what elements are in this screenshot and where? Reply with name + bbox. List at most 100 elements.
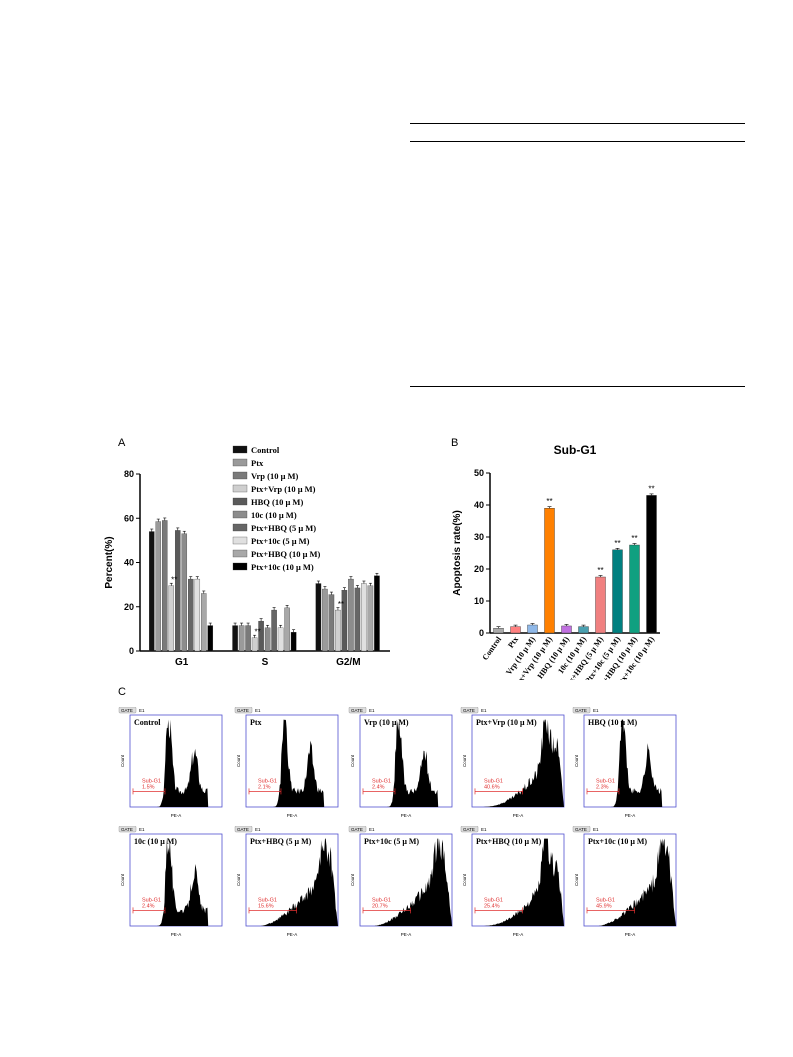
gate-label: GATE (575, 708, 587, 713)
y-axis-label: Count (350, 873, 355, 886)
histogram-fill (246, 838, 338, 926)
bar (277, 627, 284, 652)
legend-label: Control (251, 445, 280, 455)
gate-tag (234, 826, 253, 833)
bar (367, 585, 374, 652)
y-axis-label: Percent(%) (104, 536, 115, 588)
sample-label: Ptx+HBQ (10 μ M) (476, 837, 542, 846)
sub-g1-percent: 15.6% (258, 903, 274, 909)
bar (271, 609, 277, 652)
sub-g1-percent: 25.4% (484, 903, 500, 909)
x-axis-label: PE-A (625, 813, 636, 818)
sub-g1-percent: 20.7% (372, 903, 388, 909)
gate-tag (118, 707, 137, 714)
bar (162, 520, 168, 652)
y-axis-label: Count (574, 873, 579, 886)
histogram-panel: GATE E1 10c (10 μ M) Sub-G12.4% Count PE-A (118, 826, 223, 937)
sub-g1-name: Sub-G1 (484, 897, 503, 903)
gate-label: GATE (351, 827, 363, 832)
sample-label: Ptx+10c (5 μ M) (364, 837, 419, 846)
gate-value: E1 (139, 827, 145, 832)
gate-tag (348, 707, 367, 714)
bar (290, 632, 297, 652)
bar (374, 575, 380, 652)
significance-label: ** (597, 566, 603, 575)
bar (194, 578, 201, 652)
gate-label: GATE (463, 827, 475, 832)
histogram-panel: GATE E1 Control Sub-G11.5% Count PE-A (118, 707, 223, 818)
bar (544, 507, 555, 634)
sample-label: Ptx+Vrp (10 μ M) (476, 718, 537, 727)
histogram-panel: GATE E1 Vrp (10 μ M) Sub-G12.4% Count PE-A (348, 707, 453, 818)
histogram-fill (584, 838, 676, 926)
sample-label: Ptx+10c (10 μ M) (588, 837, 647, 846)
legend-swatch (232, 549, 248, 558)
bar (251, 637, 258, 652)
gate-value: E1 (481, 827, 487, 832)
bar (201, 593, 207, 652)
bar (315, 583, 322, 652)
bar (181, 533, 188, 652)
legend-label: Ptx+10c (10 μ M) (251, 562, 314, 572)
category-label: G2/M (336, 657, 360, 668)
legend-label: Ptx+HBQ (5 μ M) (251, 523, 316, 533)
histogram-panel: GATE E1 HBQ (10 μ M) Sub-G12.3% Count PE-A (572, 707, 677, 818)
bar (354, 587, 361, 652)
y-axis-label: Count (236, 873, 241, 886)
bar (578, 626, 589, 634)
sub-g1-name: Sub-G1 (258, 778, 277, 784)
gate-label: GATE (351, 708, 363, 713)
x-axis-label: PE-A (513, 813, 524, 818)
bar (168, 585, 175, 652)
gate-label: GATE (237, 827, 249, 832)
histogram-fill (360, 719, 452, 807)
x-axis-label: PE-A (513, 932, 524, 937)
y-axis-label: Count (120, 754, 125, 767)
gate-label: GATE (121, 708, 133, 713)
bar (328, 594, 335, 652)
bar (238, 625, 245, 652)
gate-label: GATE (463, 708, 475, 713)
x-axis-label: PE-A (401, 813, 412, 818)
bar (361, 583, 367, 652)
bar (595, 576, 606, 634)
sub-g1-name: Sub-G1 (372, 897, 391, 903)
significance-label: ** (614, 539, 620, 548)
legend-label: Ptx+HBQ (10 μ M) (251, 549, 321, 559)
histogram-fill (360, 838, 452, 926)
histogram-fill (130, 838, 222, 926)
histogram-panel: GATE E1 Ptx Sub-G12.1% Count PE-A (234, 707, 339, 818)
legend-swatch (232, 562, 248, 571)
legend-swatch (232, 445, 248, 454)
table-bottom-rule (410, 386, 745, 387)
sample-label: HBQ (10 μ M) (588, 718, 638, 727)
category-label: Control (481, 634, 504, 662)
sample-label: Ptx (250, 718, 262, 727)
histogram-fill (472, 719, 564, 807)
y-tick-label: 0 (129, 646, 134, 656)
bar (561, 625, 572, 634)
table-header-rule (410, 141, 745, 142)
sub-g1-percent: 2.1% (258, 784, 271, 790)
sub-g1-name: Sub-G1 (484, 778, 503, 784)
bar (207, 625, 214, 652)
bar (149, 531, 155, 652)
legend-label: Ptx (251, 458, 264, 468)
category-label: S (262, 657, 269, 668)
panel-label-c: C (118, 686, 126, 698)
histogram-fill (472, 838, 564, 926)
gate-tag (572, 826, 591, 833)
bar (264, 627, 271, 652)
gate-value: E1 (255, 708, 261, 713)
legend-swatch (232, 471, 248, 480)
x-axis-label: PE-A (401, 932, 412, 937)
bar (348, 578, 354, 652)
category-label: Ptx (506, 635, 520, 650)
sample-label: Ptx+HBQ (5 μ M) (250, 837, 312, 846)
significance-label: ** (546, 497, 552, 506)
gate-value: E1 (593, 827, 599, 832)
x-axis-label: PE-A (171, 813, 182, 818)
